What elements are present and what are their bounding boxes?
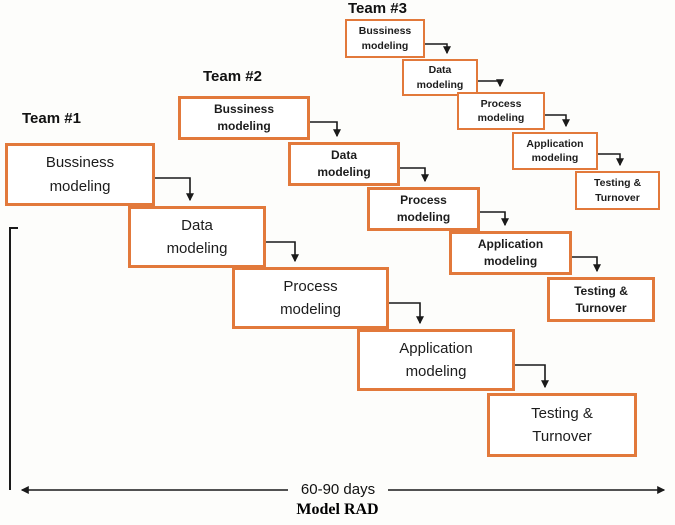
- diagram-title: Model RAD: [296, 501, 379, 518]
- phase-text-line1: Bussiness: [45, 154, 115, 172]
- phase-text-line2: modeling: [49, 177, 111, 195]
- team2-process-modeling-box: Process modeling: [367, 187, 480, 231]
- team3-bussiness-modeling-box: Bussiness modeling: [345, 19, 425, 58]
- phase-text-line1: Data: [428, 64, 452, 77]
- team1-process-modeling-box: Process modeling: [232, 267, 389, 329]
- team1-label: Team #1: [22, 110, 81, 127]
- team2-label: Team #2: [203, 68, 262, 85]
- phase-text-line2: modeling: [317, 165, 371, 179]
- team2-bussiness-modeling-box: Bussiness modeling: [178, 96, 310, 140]
- team3-process-modeling-box: Process modeling: [457, 92, 545, 130]
- phase-text-line2: Turnover: [532, 428, 592, 445]
- team3-label: Team #3: [348, 0, 407, 17]
- phase-text-line2: modeling: [396, 210, 451, 224]
- phase-text-line2: Turnover: [575, 300, 627, 315]
- phase-text-line1: Application: [477, 237, 544, 252]
- phase-text-line2: Turnover: [595, 191, 640, 204]
- phase-text-line1: Process: [400, 193, 447, 208]
- phase-text-line2: modeling: [483, 254, 538, 268]
- team2-connector-3: [480, 211, 509, 227]
- team2-connector-2: [400, 167, 429, 183]
- team3-connector-3: [545, 114, 570, 128]
- phase-text-line1: Testing &: [531, 404, 593, 422]
- phase-text-line2: modeling: [166, 240, 228, 257]
- team3-connector-1: [425, 43, 451, 55]
- phase-text-line1: Bussiness: [213, 102, 275, 117]
- team1-connector-3: [389, 302, 424, 325]
- team1-data-modeling-box: Data modeling: [128, 206, 266, 268]
- team2-connector-4: [572, 256, 601, 273]
- team2-application-modeling-box: Application modeling: [449, 231, 572, 275]
- phase-text-line2: modeling: [280, 301, 341, 318]
- duration-label: 60-90 days: [288, 480, 388, 499]
- phase-text-line1: Data: [181, 216, 213, 234]
- team2-testing-turnover-box: Testing & Turnover: [547, 277, 655, 322]
- phase-text-line1: Application: [399, 339, 473, 357]
- phase-text-line1: Testing &: [574, 283, 628, 298]
- phase-text-line1: Data: [330, 148, 357, 163]
- team3-application-modeling-box: Application modeling: [512, 132, 598, 170]
- phase-text-line1: Process: [480, 97, 522, 110]
- phase-text-line2: modeling: [477, 112, 525, 124]
- team2-data-modeling-box: Data modeling: [288, 142, 400, 186]
- team1-application-modeling-box: Application modeling: [357, 329, 515, 391]
- team3-connector-4: [598, 153, 624, 167]
- team1-connector-1: [155, 177, 194, 202]
- team3-data-modeling-box: Data modeling: [402, 59, 478, 96]
- team3-testing-turnover-box: Testing & Turnover: [575, 171, 660, 210]
- team3-connector-2: [478, 79, 504, 88]
- team1-testing-turnover-box: Testing & Turnover: [487, 393, 637, 457]
- phase-text-line2: modeling: [531, 152, 579, 164]
- phase-text-line2: modeling: [361, 39, 409, 52]
- phase-text-line2: modeling: [416, 78, 464, 91]
- phase-text-line1: Testing &: [593, 177, 642, 190]
- phase-text-line2: modeling: [217, 119, 271, 133]
- phase-text-line2: modeling: [405, 363, 467, 380]
- team2-connector-1: [310, 121, 341, 138]
- phase-text-line1: Process: [283, 277, 338, 295]
- phase-text-line1: Application: [526, 137, 584, 150]
- phase-text-line1: Bussiness: [358, 25, 412, 38]
- team1-connector-4: [515, 364, 549, 389]
- team1-connector-2: [266, 241, 299, 263]
- team1-bussiness-modeling-box: Bussiness modeling: [5, 143, 155, 206]
- vertical-axis-line: [9, 227, 18, 490]
